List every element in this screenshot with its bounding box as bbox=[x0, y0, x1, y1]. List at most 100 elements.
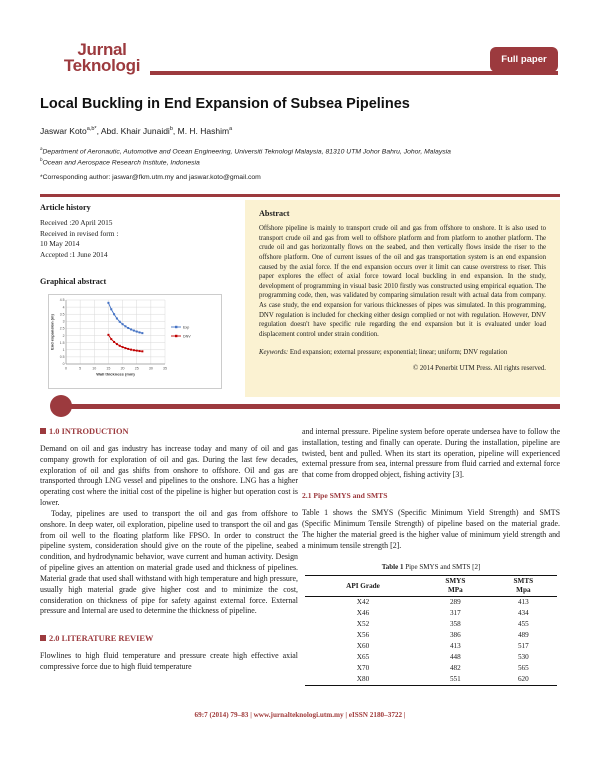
history-line: Accepted :1 June 2014 bbox=[40, 250, 108, 260]
svg-text:4.5: 4.5 bbox=[60, 298, 65, 302]
svg-text:2: 2 bbox=[63, 334, 65, 338]
svg-text:3: 3 bbox=[63, 320, 65, 324]
section-heading-introduction: 1.0 INTRODUCTION bbox=[40, 427, 298, 436]
svg-text:20: 20 bbox=[121, 367, 125, 371]
right-paragraph: and internal pressure. Pipeline system b… bbox=[302, 427, 560, 480]
table-row: X60 413 517 bbox=[305, 641, 557, 652]
svg-text:End expansion (m): End expansion (m) bbox=[50, 313, 55, 349]
journal-footer-citation: 69:7 (2014) 79–83 | www.jurnalteknologi.… bbox=[194, 711, 406, 719]
corresponding-author-line: *Corresponding author: jaswar@fkm.utm.my… bbox=[40, 174, 261, 181]
table-intro-paragraph: Table 1 shows the SMYS (Specific Minimum… bbox=[302, 508, 560, 550]
svg-text:0: 0 bbox=[65, 367, 67, 371]
affiliation-line: aDepartment of Aeronautic, Automotive an… bbox=[40, 146, 560, 157]
history-line: Received :20 April 2015 bbox=[40, 218, 113, 227]
keywords-line: Keywords: End expansion; external pressu… bbox=[259, 349, 546, 356]
table1-caption-text: Pipe SMYS and SMTS [2] bbox=[403, 563, 481, 572]
section-bullet-icon bbox=[40, 635, 46, 642]
svg-text:DNV: DNV bbox=[183, 334, 191, 338]
table-cell: X70 bbox=[356, 663, 370, 672]
title-rule bbox=[40, 194, 560, 197]
graphical-abstract-figure: 0 5 10 15 20 25 30 35 0 0.5 1 1.5 2 2.5 3 3.5 4 4.5 Exp DNV… bbox=[48, 294, 222, 389]
journal-logo: Jurnal Teknologi bbox=[44, 41, 160, 76]
subsection-heading-smys: 2.1 Pipe SMYS and SMTS bbox=[302, 491, 388, 501]
table-row: X56 386 489 bbox=[305, 630, 557, 641]
table-row: X46 317 434 bbox=[305, 608, 557, 619]
table-body: X42 289 413 X46 317 434 X52 358 455 X56 386 489 X60 4… bbox=[305, 597, 557, 687]
affiliation-superscript: a bbox=[40, 146, 43, 151]
table-cell: 358 bbox=[449, 620, 461, 629]
svg-text:3.5: 3.5 bbox=[60, 312, 65, 316]
svg-text:0.5: 0.5 bbox=[60, 355, 65, 359]
svg-text:35: 35 bbox=[163, 367, 167, 371]
table-column-header: API Grade bbox=[305, 575, 421, 598]
intro-paragraph-1: Demand on oil and gas industry has incre… bbox=[40, 444, 298, 508]
author-line: Jaswar Kotoa,b*, Abd. Khair Junaidib, M.… bbox=[40, 126, 560, 136]
divider-bar bbox=[61, 404, 560, 409]
table-cell: 489 bbox=[517, 631, 529, 640]
smys-smts-table: API Grade SMYS MPa SMTS Mpa X42 289 413 X46 317 4… bbox=[305, 575, 557, 687]
affiliation-text: Ocean and Aerospace Research Institute, … bbox=[42, 159, 200, 167]
keywords-label: Keywords: bbox=[259, 348, 289, 356]
table-cell: 434 bbox=[517, 609, 529, 618]
table-cell: X46 bbox=[356, 609, 370, 618]
graphical-abstract-chart: 0 5 10 15 20 25 30 35 0 0.5 1 1.5 2 2.5 3 3.5 4 4.5 Exp DNV… bbox=[50, 298, 192, 376]
history-line: 10 May 2014 bbox=[40, 239, 80, 249]
table-cell: 530 bbox=[517, 653, 529, 662]
author-superscript: a bbox=[229, 126, 233, 133]
table-column-header: SMYS MPa bbox=[421, 575, 490, 598]
copyright-line: © 2014 Penerbit UTM Press. All rights re… bbox=[413, 364, 546, 372]
author-name: Jaswar Koto bbox=[40, 126, 87, 136]
keywords-text: End expansion; external pressure; expone… bbox=[288, 348, 508, 356]
author-name: , M. H. Hashim bbox=[172, 126, 230, 136]
svg-text:30: 30 bbox=[149, 367, 153, 371]
journal-logo-line2: Teknologi bbox=[63, 56, 141, 76]
affiliation-text: Department of Aeronautic, Automotive and… bbox=[42, 148, 451, 156]
history-line: Received in revised form : bbox=[40, 228, 119, 238]
table-row: X52 358 455 bbox=[305, 619, 557, 630]
svg-text:10: 10 bbox=[92, 367, 96, 371]
table-cell: X65 bbox=[356, 653, 370, 662]
author-superscript: a,b* bbox=[86, 126, 97, 133]
svg-text:1: 1 bbox=[63, 348, 65, 352]
svg-text:25: 25 bbox=[135, 367, 139, 371]
table1-caption: Table 1 Pipe SMYS and SMTS [2] bbox=[302, 563, 560, 571]
literature-paragraph: Flowlines to high fluid temperature and … bbox=[40, 651, 298, 672]
section-heading-literature: 2.0 LITERATURE REVIEW bbox=[40, 634, 298, 643]
table-cell: 289 bbox=[449, 598, 461, 607]
table-cell: 413 bbox=[449, 642, 461, 651]
section-bullet-icon bbox=[40, 428, 46, 434]
affiliations: aDepartment of Aeronautic, Automotive an… bbox=[40, 146, 560, 168]
body-column-left: 1.0 INTRODUCTION Demand on oil and gas i… bbox=[40, 427, 298, 673]
table-row: X65 448 530 bbox=[305, 652, 557, 663]
table-cell: 565 bbox=[517, 663, 529, 672]
svg-text:2.5: 2.5 bbox=[60, 327, 65, 331]
full-paper-badge: Full paper bbox=[490, 47, 558, 72]
svg-text:0: 0 bbox=[63, 362, 65, 366]
affiliation-superscript: b bbox=[40, 157, 43, 163]
table-cell: X42 bbox=[356, 598, 370, 607]
table-cell: 317 bbox=[449, 609, 461, 618]
table-cell: 482 bbox=[449, 663, 461, 672]
svg-text:5: 5 bbox=[79, 367, 81, 371]
table-cell: 551 bbox=[421, 674, 490, 687]
table-row: X70 482 565 bbox=[305, 663, 557, 674]
table-row: X42 289 413 bbox=[305, 597, 557, 608]
svg-text:15: 15 bbox=[106, 367, 110, 371]
table-cell: 517 bbox=[517, 642, 529, 651]
abstract-heading: Abstract bbox=[259, 209, 290, 218]
svg-text:4: 4 bbox=[63, 305, 65, 309]
table1-caption-label: Table 1 bbox=[381, 563, 404, 572]
table-cell: X56 bbox=[356, 631, 370, 640]
table-cell: X60 bbox=[356, 642, 370, 651]
author-superscript: b bbox=[169, 126, 173, 133]
table-cell: 455 bbox=[517, 620, 529, 629]
author-name: , Abd. Khair Junaidi bbox=[96, 126, 170, 136]
svg-text:Exp: Exp bbox=[183, 325, 189, 329]
table-column-header: SMTS Mpa bbox=[489, 575, 557, 598]
table-cell: 620 bbox=[489, 674, 557, 687]
table-cell: 448 bbox=[449, 653, 461, 662]
svg-text:1.5: 1.5 bbox=[60, 341, 65, 345]
affiliation-line: bOcean and Aerospace Research Institute,… bbox=[40, 157, 560, 168]
paper-title: Local Buckling in End Expansion of Subse… bbox=[40, 96, 410, 112]
